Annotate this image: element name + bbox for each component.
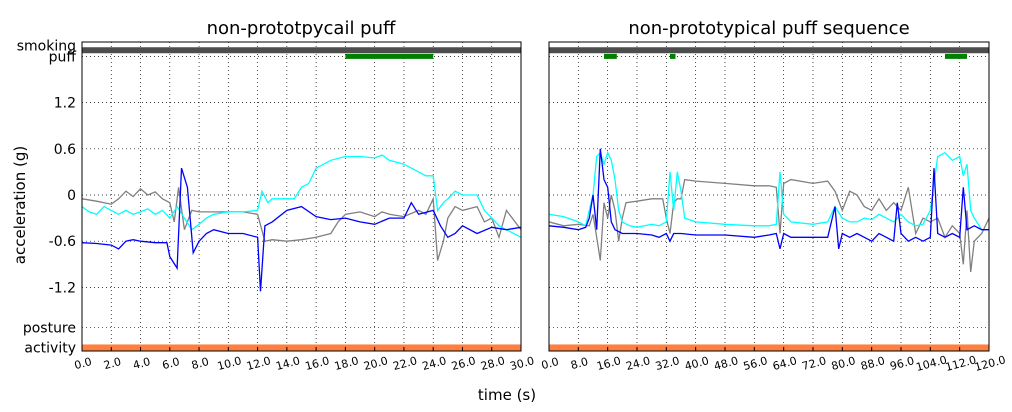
x-axis-label: time (s): [478, 386, 536, 404]
series-line-0: [82, 187, 521, 261]
x-tick-label: 16.0: [595, 354, 622, 373]
x-tick-label: 18.0: [333, 354, 360, 373]
series-line-0: [549, 178, 989, 273]
x-tick-label: 88.0: [859, 354, 886, 373]
band-puff: [670, 53, 676, 59]
band-activity: [549, 344, 989, 351]
series-line-2: [549, 148, 989, 250]
grid: [548, 42, 990, 351]
x-tick-label: 96.0: [889, 354, 916, 373]
y-tick-label: 0: [67, 188, 76, 204]
x-tick-label: 14.0: [274, 354, 301, 373]
y-tick-label: posture: [23, 320, 76, 336]
x-tick-label: 10.0: [216, 354, 243, 373]
x-tick-label: 4.0: [131, 355, 151, 372]
x-tick-label: 0.0: [540, 355, 560, 372]
y-tick-label: 0.6: [54, 142, 76, 158]
x-tick-label: 32.0: [654, 354, 681, 373]
panel-title-left: non-prototpycail puff: [207, 18, 396, 39]
x-tick-label: 72.0: [801, 354, 828, 373]
x-tick-label: 0.0: [73, 355, 93, 372]
panel-right: 0.0 8.0 16.0 24.0 32.0 40.0 48.0 56.0 64.0 72.0 80…: [540, 41, 1007, 374]
y-tick-label: -0.6: [49, 234, 76, 250]
x-tick-label: 2.0: [102, 355, 122, 372]
band-smoking: [82, 47, 521, 54]
x-tick-label: 12.0: [245, 354, 272, 373]
band-activity: [82, 344, 521, 351]
x-tick-label: 22.0: [392, 354, 419, 373]
x-tick-label: 80.0: [830, 354, 857, 373]
series-line-2: [82, 167, 521, 292]
x-tick-label: 56.0: [742, 354, 769, 373]
x-tick-label: 20.0: [362, 354, 389, 373]
band-smoking: [549, 47, 989, 54]
x-tick-label: 26.0: [450, 354, 477, 373]
band-puff: [945, 53, 967, 59]
x-tick-label: 112.0: [944, 353, 978, 374]
series-line-1: [82, 154, 521, 238]
plot-frame: [81, 41, 522, 352]
y-tick-label: smoking: [17, 39, 76, 55]
panel-title-right: non-prototypical puff sequence: [628, 18, 909, 39]
x-tick-label: 64.0: [771, 354, 798, 373]
series-line-1: [549, 150, 989, 231]
y-axis-label: acceleration (g): [11, 146, 29, 264]
x-tick-label: 48.0: [713, 354, 740, 373]
band-puff: [345, 53, 434, 59]
y-tick-label: 1.2: [54, 96, 76, 112]
x-tick-label: 104.0: [915, 353, 949, 374]
x-tick-label: 8.0: [569, 355, 589, 372]
x-tick-label: 24.0: [421, 354, 448, 373]
y-tick-label: -1.2: [49, 280, 76, 296]
y-tick-label: puff: [49, 49, 77, 65]
x-tick-label: 30.0: [509, 354, 536, 373]
panel-left: 0.0 2.0 4.0 6.0 8.0 10.0 12.0 14.0 16.0 18.0 20.0 2…: [73, 41, 536, 373]
x-tick-label: 6.0: [161, 355, 181, 372]
x-tick-label: 24.0: [625, 354, 652, 373]
plot-frame: [548, 41, 990, 352]
x-tick-label: 16.0: [304, 354, 331, 373]
band-puff: [604, 53, 617, 59]
x-tick-label: 28.0: [479, 354, 506, 373]
x-tick-label: 120.0: [973, 353, 1007, 374]
x-tick-label: 8.0: [190, 355, 210, 372]
x-tick-label: 40.0: [683, 354, 710, 373]
y-tick-label: activity: [24, 340, 76, 356]
grid: [81, 42, 522, 351]
